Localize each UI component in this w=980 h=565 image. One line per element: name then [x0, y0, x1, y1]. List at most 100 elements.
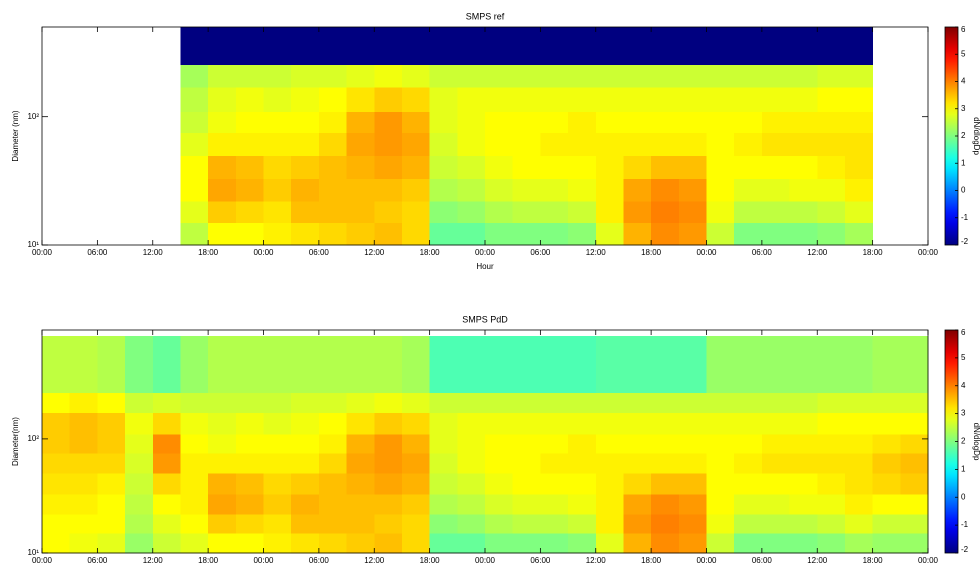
heatmap-cell: [706, 27, 735, 66]
heatmap-cell: [678, 513, 707, 534]
heatmap-cell: [512, 222, 541, 246]
heatmap-cell: [291, 222, 320, 246]
heatmap-cell: [291, 111, 320, 134]
heatmap-cell: [457, 493, 486, 515]
heatmap-cell: [208, 64, 237, 88]
heatmap-cell: [235, 132, 264, 156]
heatmap-cell: [540, 178, 569, 202]
chart-title: SMPS PdD: [462, 314, 508, 324]
heatmap-cell: [401, 513, 431, 534]
x-tick-label: 12:00: [586, 248, 607, 257]
heatmap-cell: [623, 513, 652, 534]
heatmap-cell: [291, 513, 320, 534]
y-tick-label: 10²: [27, 434, 39, 443]
heatmap-cell: [623, 335, 652, 393]
heatmap-cell: [374, 453, 403, 474]
heatmap-cell: [540, 493, 569, 515]
heatmap-cell: [208, 155, 237, 179]
heatmap-cell: [429, 155, 458, 179]
heatmap-cell: [734, 473, 763, 495]
heatmap-cell: [69, 392, 98, 414]
heatmap-cell: [235, 513, 264, 534]
heatmap-cell: [457, 453, 486, 474]
heatmap-cell: [734, 335, 763, 393]
heatmap-cell: [817, 335, 846, 393]
heatmap-cell: [235, 27, 264, 66]
heatmap-cell: [761, 111, 791, 134]
heatmap-cell: [263, 473, 292, 495]
heatmap-cell: [789, 87, 818, 112]
heatmap-cell: [235, 111, 264, 134]
heatmap-cell: [844, 453, 874, 474]
heatmap-cell: [485, 222, 514, 246]
heatmap-cell: [872, 392, 901, 414]
x-tick-label: 18:00: [641, 556, 662, 565]
heatmap-cell: [401, 335, 431, 393]
heatmap-cell: [263, 87, 292, 112]
heatmap-cell: [595, 392, 624, 414]
heatmap-cell: [485, 87, 514, 112]
heatmap-cell: [401, 434, 431, 454]
colorbar-label: dN/dlogDp: [972, 423, 980, 461]
heatmap-cell: [152, 473, 181, 495]
heatmap-cell: [789, 412, 818, 435]
heatmap-cell: [844, 392, 874, 414]
heatmap-cell: [291, 453, 320, 474]
heatmap-cell: [208, 434, 237, 454]
heatmap-cell: [651, 392, 680, 414]
x-tick-label: 18:00: [863, 248, 884, 257]
x-tick-label: 06:00: [309, 248, 330, 257]
heatmap-cell: [817, 155, 846, 179]
heatmap-cell: [208, 473, 237, 495]
heatmap-cell: [97, 335, 126, 393]
heatmap-cell: [429, 335, 458, 393]
heatmap-cell: [318, 493, 348, 515]
heatmap-cell: [235, 392, 264, 414]
heatmap-cell: [706, 201, 735, 223]
x-tick-label: 18:00: [198, 248, 219, 257]
heatmap-cell: [485, 64, 514, 88]
heatmap-cell: [346, 532, 375, 554]
heatmap-cell: [678, 493, 707, 515]
heatmap-cell: [623, 532, 652, 554]
heatmap-cell: [844, 412, 874, 435]
heatmap-cell: [844, 64, 874, 88]
heatmap-cell: [208, 87, 237, 112]
y-tick-label: 10¹: [27, 548, 39, 557]
y-tick-label: 10¹: [27, 240, 39, 249]
heatmap-cell: [125, 473, 154, 495]
heatmap-cell: [97, 434, 126, 454]
heatmap-cell: [318, 453, 348, 474]
heatmap-cell: [761, 155, 791, 179]
heatmap-cell: [485, 532, 514, 554]
heatmap-cell: [291, 392, 320, 414]
heatmap-cell: [872, 493, 901, 515]
heatmap-cell: [318, 111, 348, 134]
colorbar-tick-label: 3: [961, 104, 966, 113]
x-tick-label: 18:00: [641, 248, 662, 257]
heatmap-cell: [761, 493, 791, 515]
heatmap-cell: [485, 111, 514, 134]
heatmap-cell: [457, 513, 486, 534]
heatmap-cell: [623, 412, 652, 435]
heatmap-cell: [817, 453, 846, 474]
heatmap-cell: [651, 335, 680, 393]
heatmap-cell: [318, 392, 348, 414]
heatmap-cell: [595, 155, 624, 179]
heatmap-cell: [844, 111, 874, 134]
heatmap-cell: [651, 453, 680, 474]
heatmap-cell: [318, 412, 348, 435]
heatmap-cell: [374, 201, 403, 223]
heatmap-cell: [346, 434, 375, 454]
heatmap-cell: [401, 493, 431, 515]
heatmap-cell: [734, 434, 763, 454]
heatmap-cell: [844, 335, 874, 393]
heatmap-cell: [208, 335, 237, 393]
heatmap-cell: [512, 412, 541, 435]
heatmap-cell: [374, 412, 403, 435]
heatmap-cell: [706, 513, 735, 534]
heatmap-cell: [263, 493, 292, 515]
heatmap-cell: [761, 532, 791, 554]
heatmap-cell: [623, 111, 652, 134]
heatmap-cell: [817, 222, 846, 246]
